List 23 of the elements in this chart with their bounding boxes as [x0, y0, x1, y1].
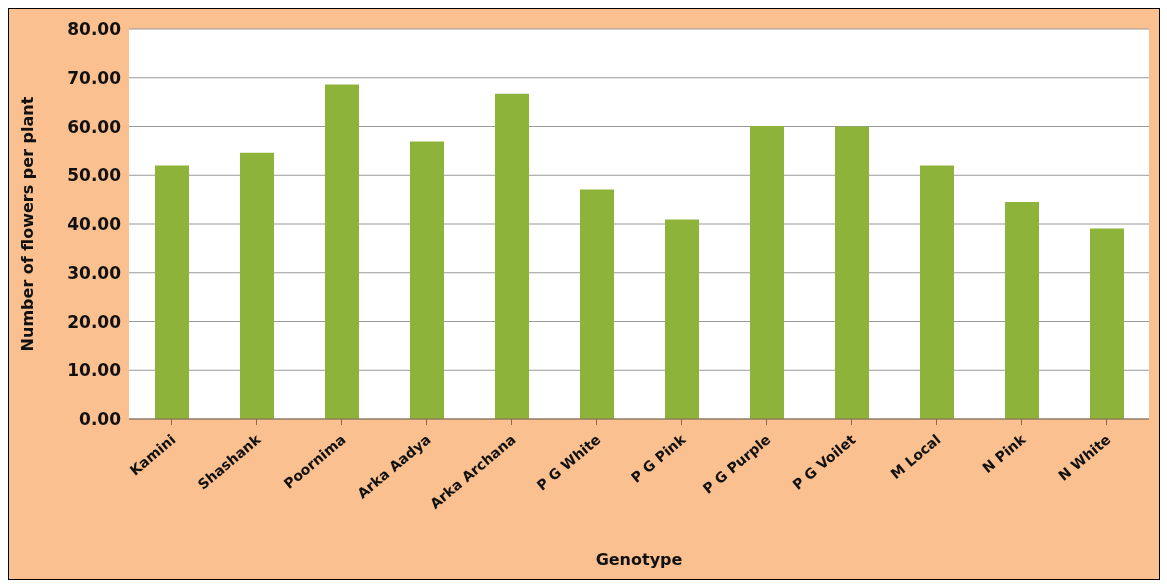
y-tick-label: 0.00 [79, 409, 122, 430]
y-axis-title: Number of flowers per plant [17, 96, 37, 352]
bar [750, 126, 784, 419]
bar [1005, 202, 1039, 419]
bar [835, 126, 869, 419]
bar [665, 219, 699, 419]
y-tick-label: 80.00 [67, 19, 122, 40]
bar [495, 93, 529, 419]
y-tick-label: 20.00 [67, 311, 122, 332]
bar [155, 165, 189, 419]
bar [410, 141, 444, 419]
bar [325, 84, 359, 419]
bar [920, 165, 954, 419]
y-tick-label: 70.00 [67, 67, 122, 88]
x-axis-title: Genotype [595, 550, 683, 569]
y-tick-label: 10.00 [67, 360, 122, 381]
y-tick-label: 40.00 [67, 214, 122, 235]
y-tick-label: 60.00 [67, 116, 122, 137]
y-tick-label: 30.00 [67, 262, 122, 283]
bar [240, 152, 274, 419]
y-tick-label: 50.00 [67, 165, 122, 186]
bar [580, 189, 614, 419]
bar [1090, 228, 1124, 419]
